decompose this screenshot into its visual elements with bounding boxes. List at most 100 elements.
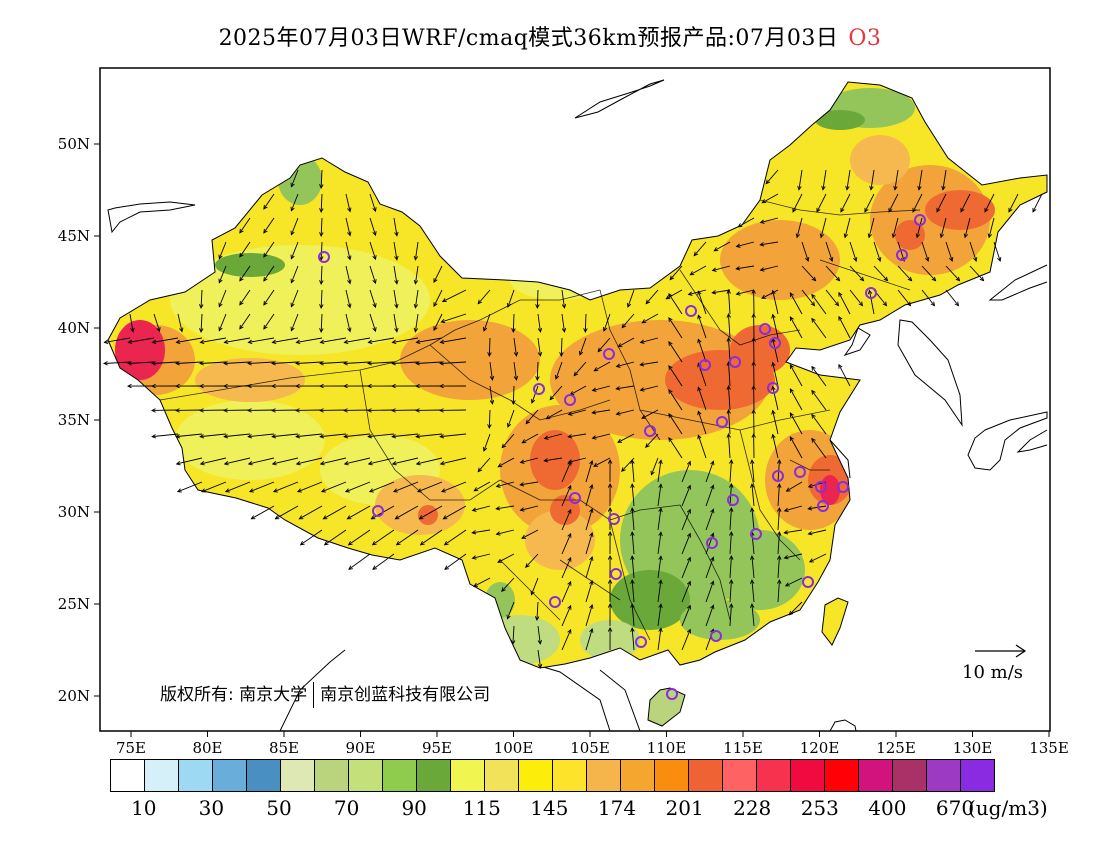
lon-tick-label: 135E — [1029, 739, 1069, 757]
wind-arrow-head — [343, 383, 348, 389]
wind-arrow-head — [415, 383, 420, 389]
wind-arrow — [751, 532, 755, 555]
wind-arrow-head — [433, 278, 438, 284]
wind-arrow — [789, 601, 803, 616]
wind-arrow-head — [290, 254, 295, 260]
wind-arrow — [501, 433, 515, 448]
wind-arrow-head — [686, 508, 692, 514]
wind-arrow — [772, 386, 779, 411]
legend-swatch — [960, 759, 995, 792]
wind-arrow-head — [519, 482, 525, 487]
station-marker — [710, 630, 722, 642]
wind-arrow-head — [882, 301, 888, 307]
wind-arrow-head — [858, 301, 864, 307]
wind-arrow — [537, 313, 541, 332]
station-marker — [635, 636, 647, 648]
wind-arrow-head — [247, 434, 253, 439]
wind-arrow-head — [295, 408, 300, 413]
wind-arrow-head — [439, 434, 445, 439]
wind-arrow — [969, 241, 977, 262]
wind-arrow-head — [602, 326, 608, 332]
wind-arrow — [345, 313, 351, 332]
wind-arrow — [846, 169, 851, 190]
wind-arrow — [200, 433, 227, 438]
wind-arrow-head — [597, 347, 603, 353]
wind-arrow — [520, 505, 539, 511]
wind-arrow-head — [537, 351, 543, 357]
wind-arrow — [777, 508, 780, 531]
wind-arrow-head — [482, 326, 488, 332]
wind-arrow — [736, 289, 755, 295]
wind-arrow-head — [589, 555, 594, 561]
wind-arrow-head — [239, 228, 244, 234]
wind-arrow-head — [630, 483, 635, 488]
wind-arrow-head — [554, 374, 560, 380]
wind-arrow-head — [963, 233, 969, 239]
wind-arrow-head — [607, 603, 613, 608]
wind-arrow-head — [777, 507, 782, 512]
wind-arrow-head — [223, 461, 229, 466]
wind-arrow — [104, 361, 131, 364]
wind-arrow-head — [784, 582, 790, 587]
wind-arrow-head — [477, 299, 483, 305]
wind-arrow-head — [838, 291, 843, 297]
wind-arrow — [290, 217, 299, 235]
wind-arrow-head — [391, 383, 396, 389]
wind-arrow — [369, 241, 376, 260]
wind-arrow — [681, 533, 691, 555]
wind-arrow — [729, 532, 732, 555]
wind-arrow-head — [930, 301, 936, 307]
wind-arrow-head — [319, 434, 325, 439]
wind-arrow — [442, 289, 467, 302]
wind-arrow — [772, 410, 779, 435]
legend-swatch — [144, 759, 179, 792]
wind-arrow-head — [687, 291, 693, 296]
wind-arrow-head — [777, 579, 782, 584]
wind-arrow-head — [433, 326, 438, 332]
wind-arrow — [772, 314, 779, 339]
wind-arrow-head — [785, 487, 791, 492]
wind-arrow-head — [319, 361, 324, 366]
wind-arrow — [657, 580, 662, 603]
wind-arrow — [811, 366, 827, 387]
wind-arrow — [393, 217, 398, 236]
wind-arrow-head — [263, 276, 268, 282]
wind-arrow-head — [247, 383, 252, 389]
wind-arrow-head — [783, 555, 789, 560]
wind-arrow-head — [593, 462, 599, 467]
wind-arrow-head — [735, 291, 741, 296]
wind-arrow — [521, 529, 539, 539]
wind-arrow-head — [567, 628, 572, 634]
station-marker — [759, 323, 771, 335]
wind-arrow — [290, 313, 299, 331]
legend-swatch — [926, 759, 961, 792]
wind-arrow — [440, 361, 467, 364]
wind-arrow-head — [561, 303, 567, 309]
wind-arrow-head — [371, 541, 377, 546]
wind-arrow — [870, 169, 875, 190]
wind-arrow — [728, 314, 731, 339]
station-marker — [564, 394, 576, 406]
legend-label: 670 — [935, 796, 975, 820]
wind-arrow — [239, 241, 251, 258]
wind-arrow — [592, 409, 611, 414]
wind-arrow — [681, 605, 691, 627]
wind-arrow-head — [391, 339, 397, 345]
wind-arrow — [640, 385, 659, 391]
wind-arrow — [705, 461, 714, 483]
wind-arrow-head — [537, 663, 543, 669]
wind-arrow — [345, 481, 371, 493]
wind-arrow-head — [199, 408, 204, 413]
wind-arrow-head — [199, 328, 204, 333]
wind-arrow — [239, 313, 251, 330]
wind-arrow-head — [838, 315, 843, 321]
wind-arrow-head — [726, 409, 731, 414]
wind-arrow-head — [391, 461, 397, 466]
legend-swatch — [688, 759, 723, 792]
wind-arrow — [796, 217, 803, 238]
wind-arrow-head — [367, 383, 372, 389]
wind-arrow-head — [811, 276, 817, 282]
wind-arrow-head — [127, 383, 132, 389]
wind-arrow-head — [224, 488, 230, 493]
wind-arrow-head — [686, 580, 692, 586]
